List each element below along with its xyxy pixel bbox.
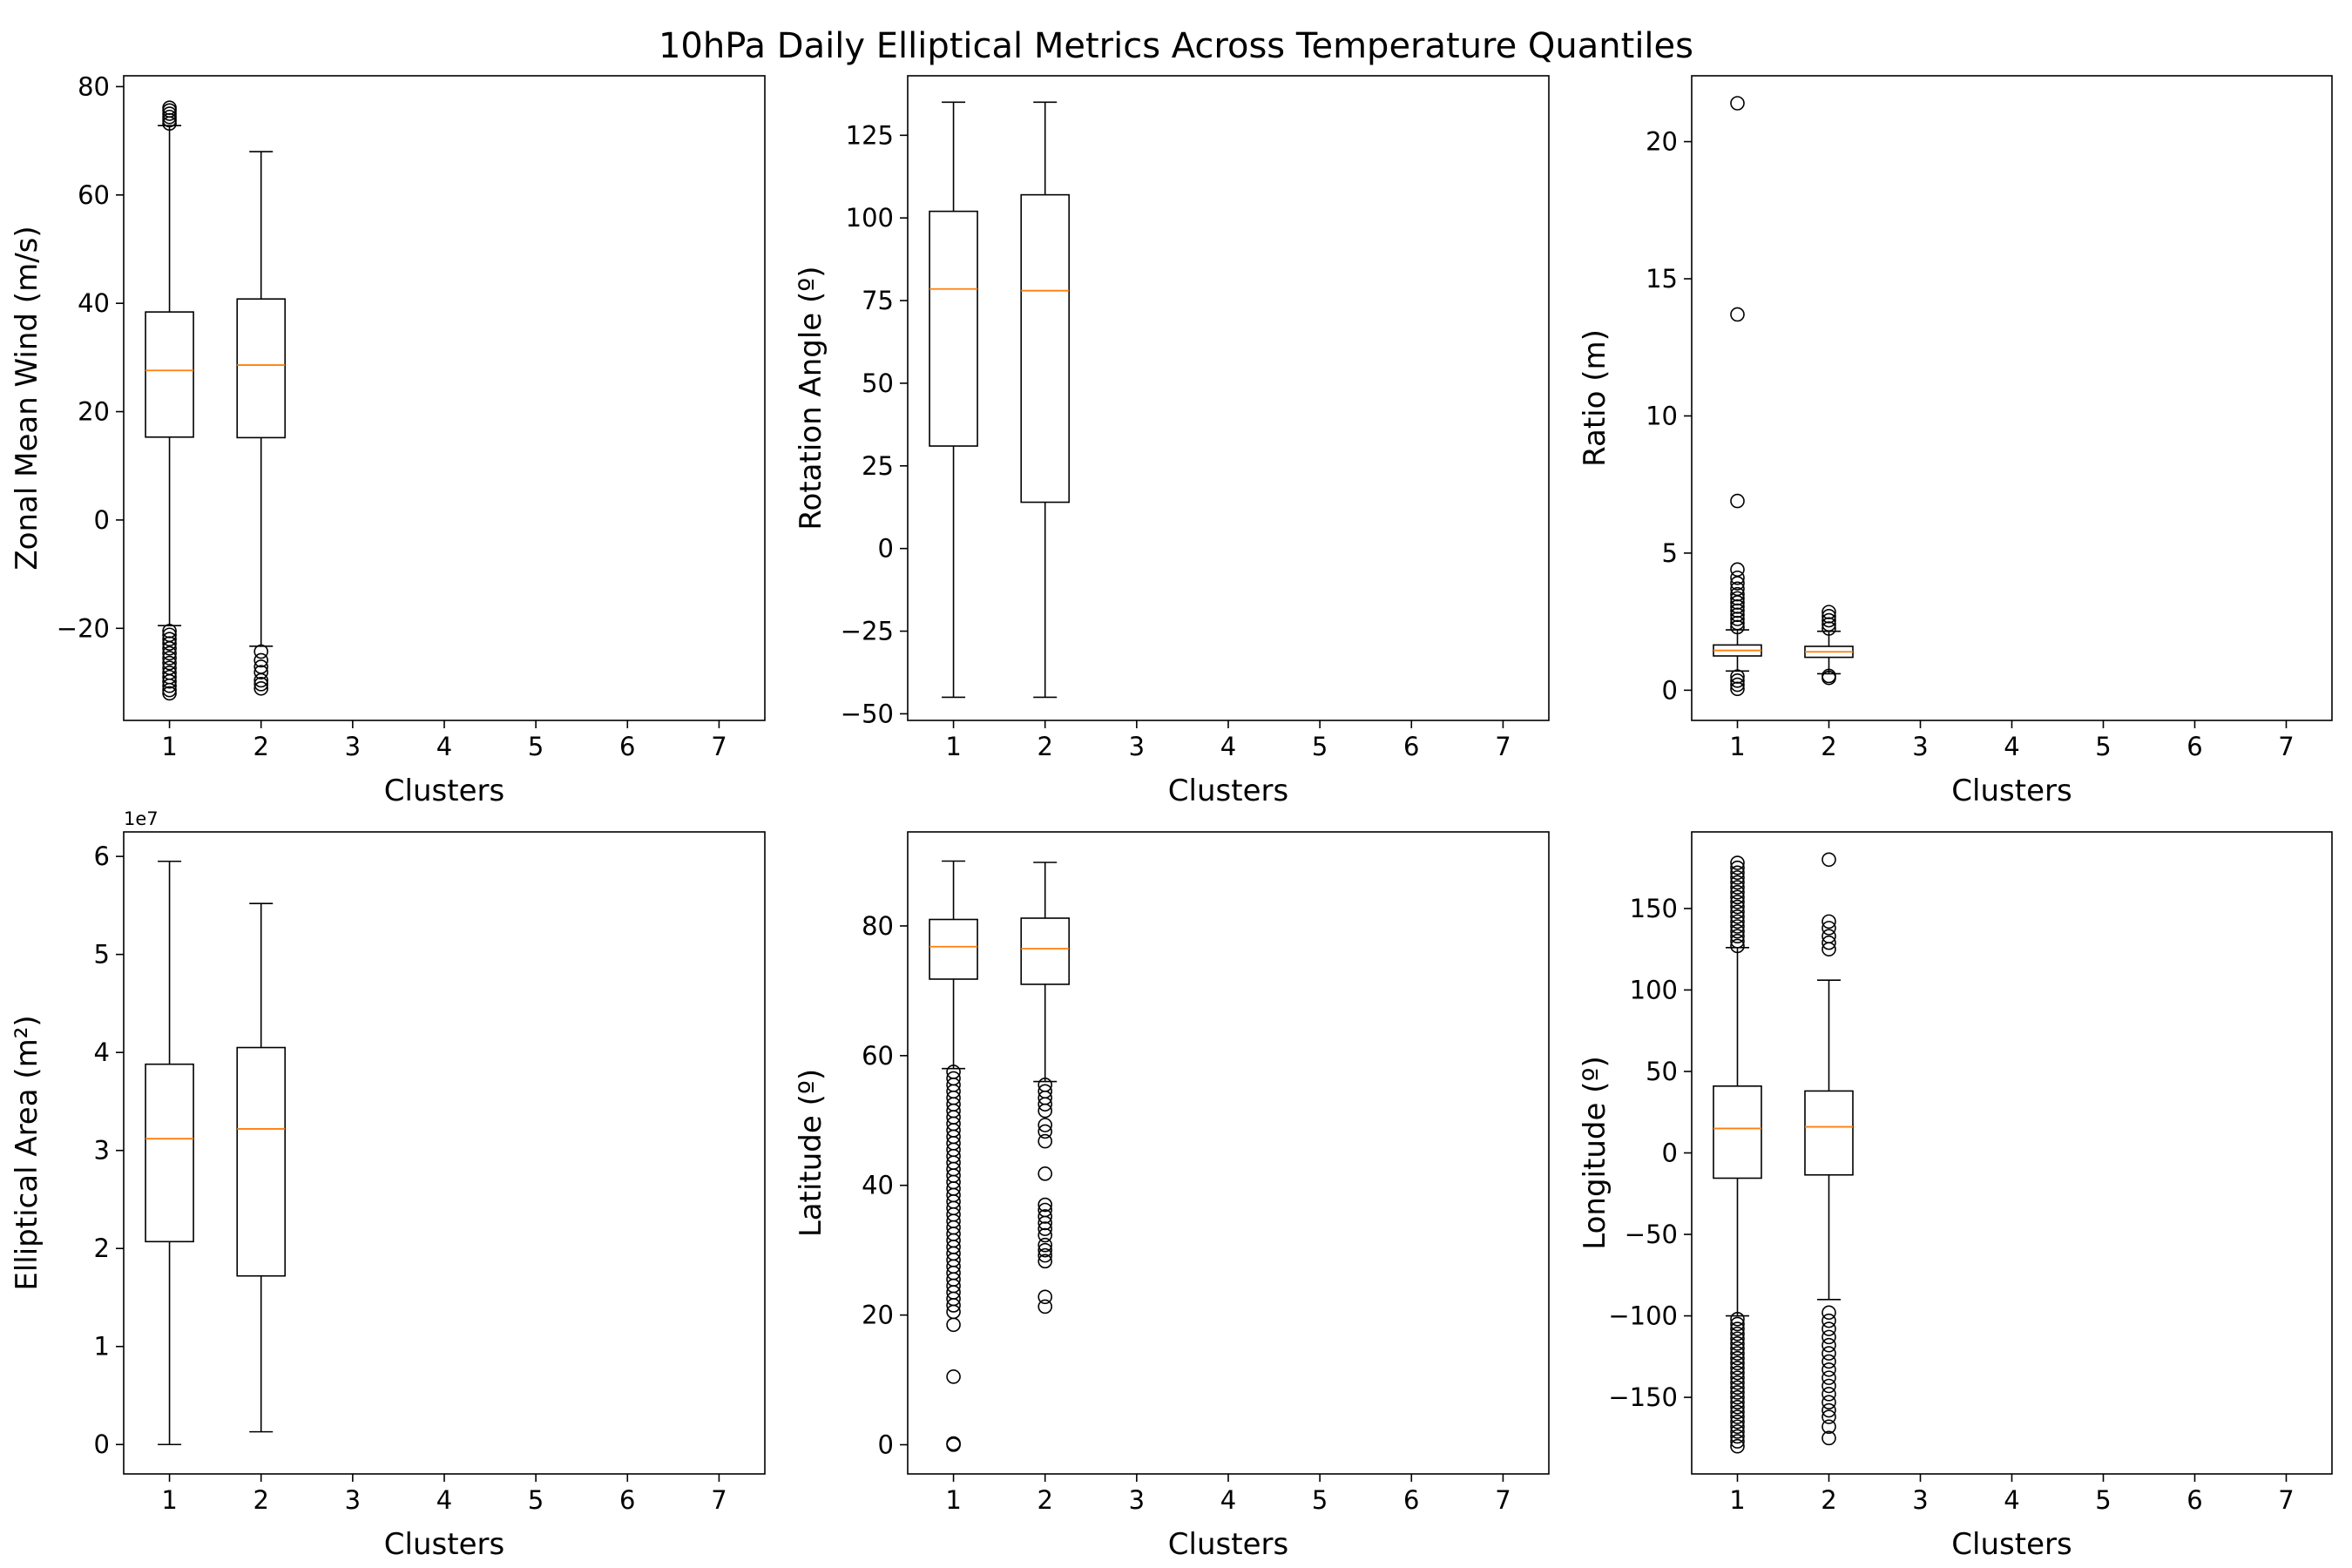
x-tick-label: 1 (161, 1485, 177, 1515)
x-tick-label: 1 (1729, 1485, 1745, 1515)
x-tick-label: 7 (1495, 732, 1511, 761)
y-tick-label: 25 (862, 451, 894, 481)
x-axis-label: Clusters (1168, 1527, 1288, 1562)
x-tick-label: 2 (1037, 732, 1052, 761)
x-tick-label: 1 (945, 732, 961, 761)
x-tick-label: 5 (2095, 1485, 2111, 1515)
x-tick-label: 1 (1729, 732, 1745, 761)
x-tick-label: 3 (1912, 1485, 1928, 1515)
x-tick-label: 6 (1403, 1485, 1419, 1515)
y-tick-label: 75 (862, 286, 894, 315)
y-tick-label: 100 (846, 203, 894, 233)
x-tick-label: 4 (436, 1485, 452, 1515)
y-tick-label: 125 (846, 120, 894, 150)
x-tick-label: 2 (1821, 1485, 1836, 1515)
y-tick-label: 150 (1630, 894, 1678, 923)
x-tick-label: 2 (1037, 1485, 1052, 1515)
x-tick-label: 6 (619, 732, 635, 761)
y-tick-label: −50 (841, 699, 894, 728)
x-tick-label: 4 (1220, 732, 1236, 761)
y-tick-label: 5 (94, 940, 110, 970)
x-tick-label: 7 (711, 1485, 727, 1515)
y-tick-label: 60 (78, 180, 110, 210)
x-tick-label: 1 (161, 732, 177, 761)
x-axis-label: Clusters (384, 1527, 504, 1562)
x-tick-label: 7 (2278, 732, 2294, 761)
y-tick-label: 1 (94, 1332, 110, 1362)
y-tick-label: 40 (78, 288, 110, 318)
x-tick-label: 6 (2186, 732, 2202, 761)
y-tick-label: 3 (94, 1136, 110, 1166)
y-tick-label: −25 (841, 617, 894, 646)
y-tick-label: 20 (862, 1301, 894, 1330)
x-tick-label: 4 (2004, 732, 2019, 761)
y-tick-label: 50 (862, 368, 894, 398)
figure-title: 10hPa Daily Elliptical Metrics Across Te… (659, 26, 1693, 66)
y-tick-label: 80 (78, 71, 110, 101)
y-axis-label: Latitude (º) (794, 1069, 828, 1237)
y-tick-label: 80 (862, 911, 894, 941)
x-tick-label: 6 (2186, 1485, 2202, 1515)
x-tick-label: 7 (711, 732, 727, 761)
x-tick-label: 5 (528, 732, 544, 761)
x-tick-label: 5 (1312, 1485, 1328, 1515)
x-tick-label: 1 (945, 1485, 961, 1515)
y-axis-label: Rotation Angle (º) (794, 266, 828, 530)
y-tick-label: −150 (1608, 1382, 1678, 1412)
x-tick-label: 3 (1129, 1485, 1145, 1515)
x-tick-label: 5 (2095, 732, 2111, 761)
y-axis-label: Ratio (m) (1578, 329, 1612, 467)
x-axis-label: Clusters (1951, 1527, 2072, 1562)
y-tick-label: 0 (1662, 675, 1678, 705)
x-tick-label: 5 (528, 1485, 544, 1515)
y-tick-label: 2 (94, 1233, 110, 1263)
y-tick-label: −50 (1625, 1220, 1678, 1249)
y-tick-label: 20 (1646, 127, 1678, 157)
x-tick-label: 6 (1403, 732, 1419, 761)
x-tick-label: 3 (1129, 732, 1145, 761)
y-tick-label: 100 (1630, 975, 1678, 1004)
y-tick-label: 4 (94, 1037, 110, 1067)
y-tick-label: 0 (94, 505, 110, 535)
axis-offset-label: 1e7 (124, 808, 159, 829)
x-tick-label: 7 (1495, 1485, 1511, 1515)
y-tick-label: −100 (1608, 1301, 1678, 1331)
x-tick-label: 5 (1312, 732, 1328, 761)
y-tick-label: 60 (862, 1041, 894, 1071)
y-axis-label: Longitude (º) (1578, 1056, 1612, 1249)
y-tick-label: 5 (1662, 538, 1678, 568)
x-tick-label: 2 (253, 1485, 268, 1515)
x-tick-label: 2 (1821, 732, 1836, 761)
y-tick-label: 10 (1646, 401, 1678, 430)
y-tick-label: 6 (94, 841, 110, 871)
y-tick-label: 50 (1646, 1057, 1678, 1086)
x-tick-label: 2 (253, 732, 268, 761)
x-tick-label: 3 (1912, 732, 1928, 761)
y-axis-label: Elliptical Area (m²) (10, 1015, 44, 1290)
y-tick-label: 15 (1646, 264, 1678, 294)
y-tick-label: 0 (94, 1429, 110, 1459)
x-tick-label: 3 (345, 1485, 361, 1515)
x-axis-label: Clusters (1951, 774, 2072, 808)
y-tick-label: 20 (78, 397, 110, 427)
x-tick-label: 6 (619, 1485, 635, 1515)
y-tick-label: 0 (878, 1430, 894, 1460)
x-axis-label: Clusters (1168, 774, 1288, 808)
y-axis-label: Zonal Mean Wind (m/s) (10, 226, 44, 570)
x-tick-label: 7 (2278, 1485, 2294, 1515)
x-tick-label: 4 (436, 732, 452, 761)
x-tick-label: 4 (2004, 1485, 2019, 1515)
y-tick-label: 40 (862, 1171, 894, 1200)
x-tick-label: 3 (345, 732, 361, 761)
y-tick-label: −20 (57, 613, 110, 643)
y-tick-label: 0 (1662, 1139, 1678, 1168)
x-tick-label: 4 (1220, 1485, 1236, 1515)
y-tick-label: 0 (878, 534, 894, 564)
x-axis-label: Clusters (384, 774, 504, 808)
